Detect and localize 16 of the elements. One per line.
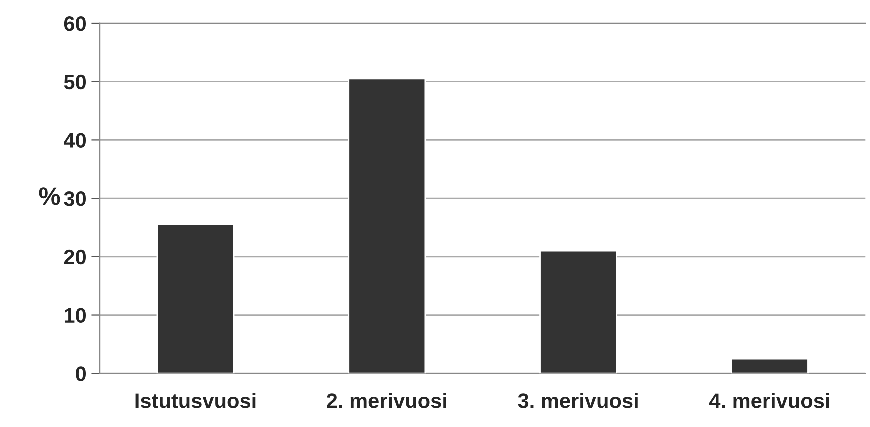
y-tick-label: 50 <box>64 74 86 90</box>
bar <box>156 224 235 374</box>
y-tick-label: 60 <box>64 16 86 32</box>
x-tick-label: Istutusvuosi <box>136 393 256 408</box>
bar <box>540 250 618 374</box>
x-tick-label: 4. merivuosi <box>709 393 830 408</box>
x-tick-label: 2. merivuosi <box>327 393 446 408</box>
y-tick-label: 30 <box>64 192 86 206</box>
bar <box>730 358 809 374</box>
bar <box>348 78 426 374</box>
x-tick-label: 3. merivuosi <box>518 393 638 408</box>
y-tick-label: 10 <box>64 308 86 324</box>
y-axis-title: % <box>39 188 60 206</box>
y-tick-label: 20 <box>64 250 86 265</box>
y-tick-label: 40 <box>64 133 86 148</box>
y-tick-label: 0 <box>76 366 86 382</box>
